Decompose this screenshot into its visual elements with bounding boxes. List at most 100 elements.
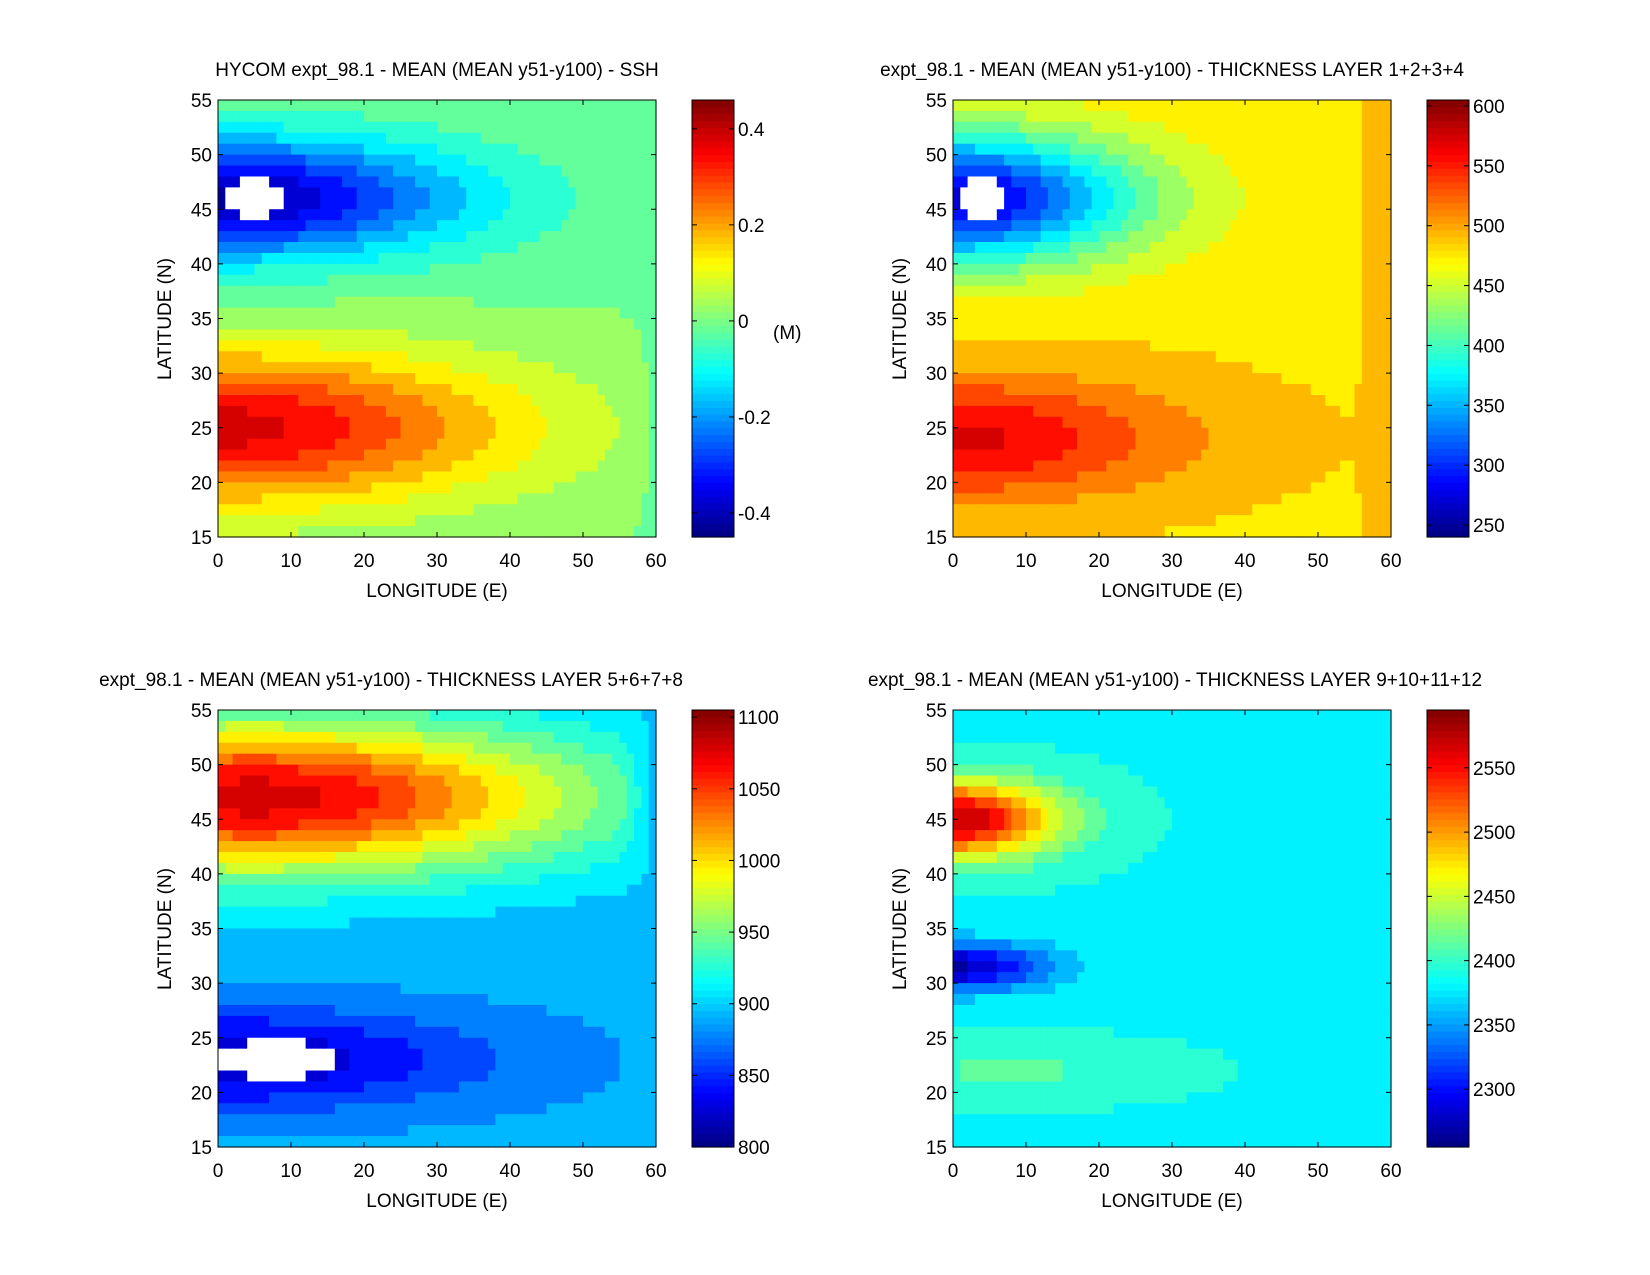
contour-cell <box>1266 493 1275 505</box>
contour-cell <box>1354 416 1363 429</box>
contour-cell <box>524 427 533 440</box>
contour-cell <box>298 416 307 429</box>
contour-cell <box>619 318 628 331</box>
contour-cell <box>1128 263 1137 276</box>
contour-cell <box>473 427 482 440</box>
contour-cell <box>619 427 628 440</box>
contour-cell <box>1332 252 1341 265</box>
contour-cell <box>218 263 226 276</box>
contour-cell <box>269 110 277 123</box>
contour-cell <box>1296 198 1304 210</box>
contour-cell <box>982 373 991 385</box>
contour-cell <box>495 493 504 505</box>
contour-cell <box>575 187 584 199</box>
contour-cell <box>291 460 299 473</box>
contour-cell <box>1142 209 1151 221</box>
contour-cell <box>1084 351 1093 363</box>
contour-cell <box>612 394 621 407</box>
contour-cell <box>982 176 991 189</box>
contour-cell <box>1208 340 1217 352</box>
contour-cell <box>422 263 431 276</box>
contour-cell <box>269 274 277 287</box>
contour-cell <box>524 132 533 145</box>
contour-cell <box>1208 373 1217 385</box>
contour-cell <box>422 285 431 298</box>
contour-cell <box>1120 471 1129 483</box>
contour-cell <box>641 438 650 451</box>
contour-cell <box>232 274 241 287</box>
contour-cell <box>1296 515 1304 527</box>
contour-cell <box>276 220 285 232</box>
contour-cell <box>1208 198 1217 210</box>
contour-cell <box>422 416 431 429</box>
contour-cell <box>1310 242 1319 254</box>
contour-cell <box>1084 318 1093 331</box>
colorbar-segment <box>692 243 734 251</box>
contour-cell <box>349 373 358 385</box>
contour-cell <box>989 296 998 309</box>
contour-cell <box>1303 405 1312 418</box>
contour-cell <box>641 373 650 385</box>
contour-cell <box>283 438 292 451</box>
contour-cell <box>1040 307 1049 320</box>
contour-cell <box>334 231 343 243</box>
contour-cell <box>953 220 961 232</box>
contour-cell <box>967 318 976 331</box>
contour-cell <box>1332 165 1341 178</box>
contour-cell <box>648 252 657 265</box>
contour-cell <box>953 416 961 429</box>
contour-cell <box>371 394 380 407</box>
contour-cell <box>648 405 657 418</box>
contour-cell <box>225 220 234 232</box>
contour-cell <box>641 274 650 287</box>
contour-cell <box>561 405 569 418</box>
contour-cell <box>634 471 642 483</box>
contour-cell <box>473 296 482 309</box>
contour-cell <box>1040 449 1049 462</box>
contour-cell <box>305 329 314 341</box>
contour-cell <box>1310 405 1319 418</box>
contour-cell <box>364 405 372 418</box>
contour-cell <box>1281 132 1290 145</box>
contour-cell <box>1266 307 1275 320</box>
contour-cell <box>1062 329 1071 341</box>
contour-cell <box>239 121 248 134</box>
contour-cell <box>451 121 460 134</box>
contour-cell <box>539 329 548 341</box>
contour-cell <box>1230 296 1239 309</box>
contour-cell <box>276 121 285 134</box>
contour-cell <box>1310 296 1319 309</box>
contour-cell <box>1040 198 1049 210</box>
contour-cell <box>1113 121 1122 134</box>
contour-cell <box>531 405 540 418</box>
contour-cell <box>1179 493 1188 505</box>
contour-cell <box>488 504 496 516</box>
contour-cell <box>218 165 226 178</box>
contour-cell <box>982 394 991 407</box>
contour-cell <box>634 274 642 287</box>
contour-cell <box>1172 176 1180 189</box>
contour-cell <box>1113 318 1122 331</box>
contour-cell <box>1215 187 1224 199</box>
contour-cell <box>444 373 453 385</box>
contour-cell <box>1223 263 1231 276</box>
contour-cell <box>1266 427 1275 440</box>
contour-cell <box>1201 242 1210 254</box>
contour-cell <box>1150 121 1158 134</box>
contour-cell <box>232 100 241 112</box>
contour-cell <box>1062 231 1071 243</box>
contour-cell <box>1135 340 1144 352</box>
contour-cell <box>1040 220 1049 232</box>
contour-cell <box>626 449 635 462</box>
contour-cell <box>1062 526 1071 538</box>
contour-cell <box>612 231 621 243</box>
contour-cell <box>604 187 613 199</box>
contour-cell <box>437 362 445 374</box>
contour-cell <box>422 231 431 243</box>
contour-cell <box>1339 362 1348 374</box>
contour-cell <box>1150 100 1158 112</box>
contour-cell <box>444 274 453 287</box>
contour-cell <box>974 373 983 385</box>
contour-cell <box>1201 362 1210 374</box>
contour-cell <box>458 384 467 396</box>
